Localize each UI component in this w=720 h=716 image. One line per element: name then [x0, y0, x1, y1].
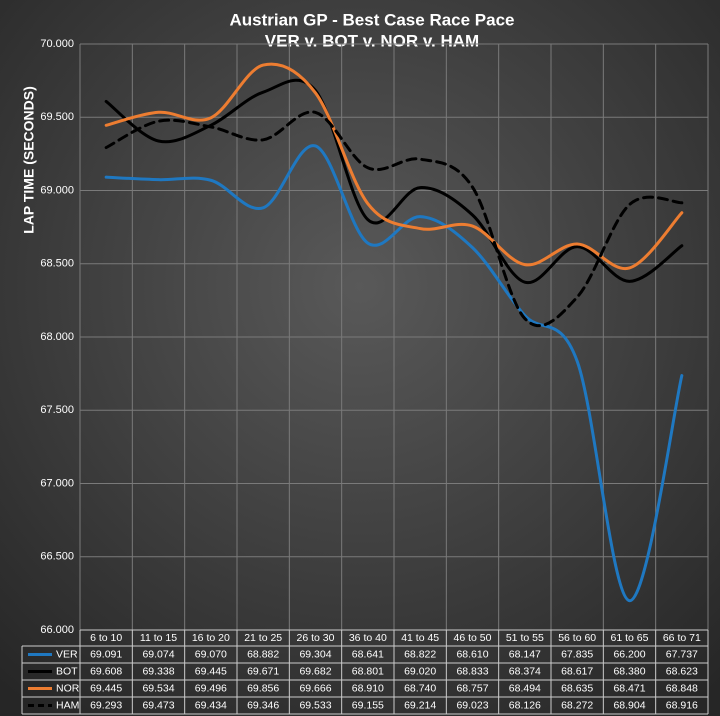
table-value: 69.534	[142, 682, 174, 694]
y-tick-label: 69.500	[40, 111, 74, 123]
y-tick-label: 66.000	[40, 624, 74, 636]
table-value: 68.471	[613, 682, 645, 694]
table-value: 69.020	[404, 665, 436, 677]
table-value: 68.910	[352, 682, 384, 694]
y-tick-label: 68.500	[40, 258, 74, 270]
x-tick-label: 56 to 60	[558, 632, 596, 644]
table-value: 69.856	[247, 682, 279, 694]
table-value: 66.200	[613, 648, 645, 660]
x-tick-label: 26 to 30	[297, 632, 335, 644]
table-value: 69.074	[142, 648, 174, 660]
y-tick-label: 70.000	[40, 38, 74, 50]
series-line	[104, 62, 684, 271]
table-value: 68.822	[404, 648, 436, 660]
table-value: 69.155	[352, 699, 384, 711]
x-tick-label: 6 to 10	[90, 632, 122, 644]
table-value: 68.610	[456, 648, 488, 660]
table-value: 69.091	[90, 648, 122, 660]
x-tick-label: 46 to 50	[454, 632, 492, 644]
table-value: 68.147	[509, 648, 541, 660]
table-value: 69.496	[195, 682, 227, 694]
y-tick-label: 67.000	[40, 477, 74, 489]
table-value: 69.023	[456, 699, 488, 711]
table-value: 68.916	[666, 699, 698, 711]
series-line	[104, 144, 684, 603]
table-value: 69.070	[195, 648, 227, 660]
table-value: 68.882	[247, 648, 279, 660]
table-value: 69.214	[404, 699, 436, 711]
y-tick-label: 66.500	[40, 551, 74, 563]
x-tick-label: 41 to 45	[401, 632, 439, 644]
table-value: 68.848	[666, 682, 698, 694]
legend-label: VER	[56, 648, 78, 660]
table-value: 69.293	[90, 699, 122, 711]
y-tick-label: 69.000	[40, 184, 74, 196]
chart-subtitle: VER v. BOT v. NOR v. HAM	[265, 31, 479, 50]
legend-label: BOT	[56, 665, 78, 677]
table-value: 67.737	[666, 648, 698, 660]
table-value: 69.533	[299, 699, 331, 711]
table-value: 69.682	[299, 665, 331, 677]
table-value: 69.434	[195, 699, 227, 711]
y-tick-label: 68.000	[40, 331, 74, 343]
legend-label: NOR	[56, 682, 80, 694]
x-tick-label: 51 to 55	[506, 632, 544, 644]
table-value: 69.445	[195, 665, 227, 677]
series-line	[104, 110, 684, 327]
table-value: 68.623	[666, 665, 698, 677]
table-value: 69.445	[90, 682, 122, 694]
x-tick-label: 36 to 40	[349, 632, 387, 644]
table-value: 68.494	[509, 682, 541, 694]
table-value: 68.833	[456, 665, 488, 677]
table-value: 69.473	[142, 699, 174, 711]
x-tick-label: 66 to 71	[663, 632, 701, 644]
x-tick-label: 61 to 65	[611, 632, 649, 644]
table-value: 68.904	[613, 699, 645, 711]
table-value: 69.608	[90, 665, 122, 677]
table-value: 68.380	[613, 665, 645, 677]
legend-label: HAM	[56, 699, 79, 711]
table-value: 67.835	[561, 648, 593, 660]
table-value: 68.641	[352, 648, 384, 660]
table-value: 68.740	[404, 682, 436, 694]
table-value: 68.757	[456, 682, 488, 694]
table-value: 68.272	[561, 699, 593, 711]
table-value: 69.346	[247, 699, 279, 711]
series-line	[104, 78, 684, 284]
table-value: 68.801	[352, 665, 384, 677]
chart-title: Austrian GP - Best Case Race Pace	[229, 10, 514, 29]
x-tick-label: 16 to 20	[192, 632, 230, 644]
table-value: 69.304	[299, 648, 331, 660]
table-value: 68.635	[561, 682, 593, 694]
table-value: 69.671	[247, 665, 279, 677]
table-value: 68.617	[561, 665, 593, 677]
table-value: 69.666	[299, 682, 331, 694]
x-tick-label: 11 to 15	[140, 632, 177, 644]
table-value: 68.126	[509, 699, 541, 711]
y-tick-label: 67.500	[40, 404, 74, 416]
y-axis-label: LAP TIME (SECONDS)	[21, 86, 37, 234]
table-value: 68.374	[509, 665, 541, 677]
table-value: 69.338	[142, 665, 174, 677]
x-tick-label: 21 to 25	[244, 632, 282, 644]
